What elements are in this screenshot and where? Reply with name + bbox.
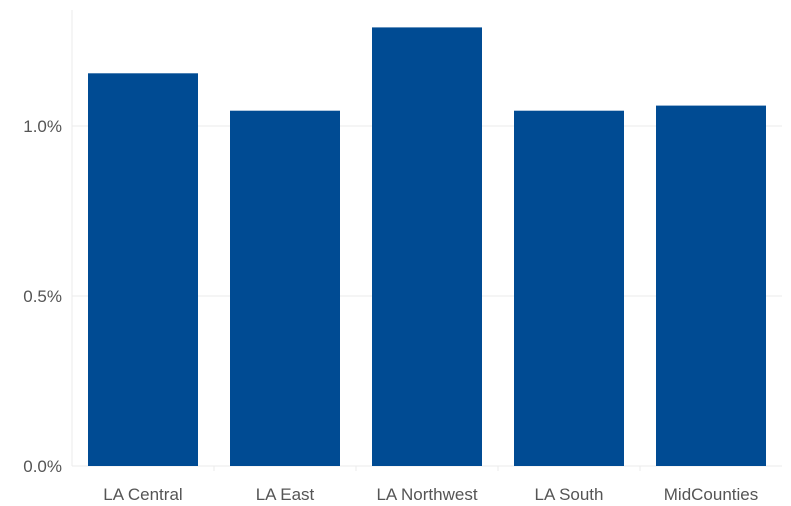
bar	[514, 110, 624, 466]
x-tick-label: LA South	[534, 485, 603, 504]
y-tick-label: 0.0%	[23, 457, 62, 476]
x-tick-label: LA East	[256, 485, 315, 504]
bars	[88, 27, 766, 467]
y-tick-label: 0.5%	[23, 287, 62, 306]
bar	[230, 110, 340, 466]
y-tick-label: 1.0%	[23, 117, 62, 136]
bar	[656, 105, 766, 466]
x-tick-label: MidCounties	[664, 485, 759, 504]
x-tick-label: LA Central	[103, 485, 182, 504]
bar	[372, 27, 482, 467]
y-axis: 0.0% 0.5% 1.0%	[23, 117, 62, 476]
bar	[88, 73, 198, 467]
x-tick-label: LA Northwest	[376, 485, 477, 504]
x-axis: LA Central LA East LA Northwest LA South Mid…	[103, 466, 758, 504]
